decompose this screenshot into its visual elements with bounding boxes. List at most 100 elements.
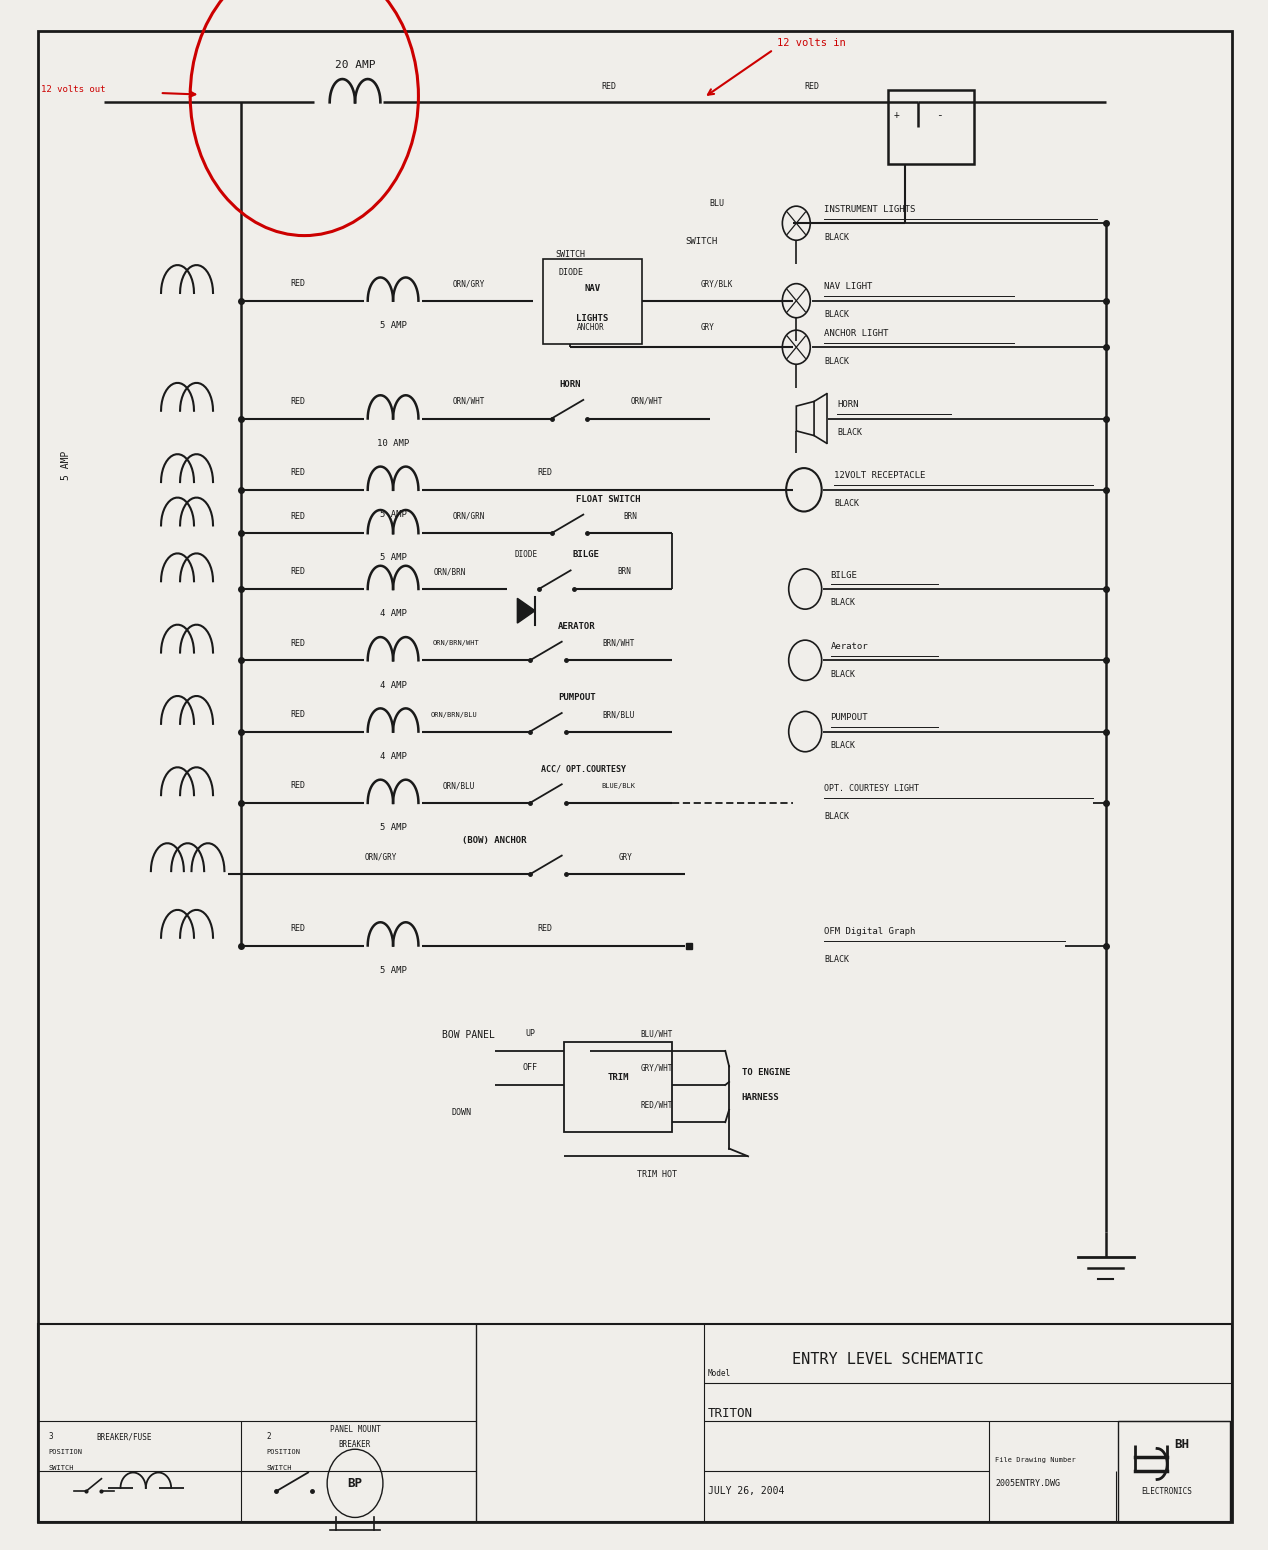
Text: RED/WHT: RED/WHT [640,1100,673,1110]
Text: BLACK: BLACK [837,428,862,437]
Text: ORN/GRY: ORN/GRY [364,853,397,862]
Text: Aerator: Aerator [831,642,869,651]
Text: BLACK: BLACK [824,310,850,319]
Text: ORN/GRY: ORN/GRY [453,279,486,288]
Text: BH: BH [1174,1438,1189,1451]
Text: BLACK: BLACK [824,812,850,822]
Bar [543,259,642,344]
Text: RED: RED [538,924,553,933]
Text: ELECTRONICS: ELECTRONICS [1141,1486,1192,1496]
Text: BRN: BRN [618,567,630,577]
Bar [38,1324,1232,1522]
Text: BILGE: BILGE [831,570,857,580]
Text: ACC/ OPT.COURTESY: ACC/ OPT.COURTESY [540,764,626,773]
Text: AERATOR: AERATOR [558,622,596,631]
Text: ORN/WHT: ORN/WHT [453,397,486,406]
Text: 5 AMP: 5 AMP [379,823,407,832]
Text: SWITCH: SWITCH [555,250,586,259]
Text: 10 AMP: 10 AMP [377,439,410,448]
Text: ENTRY LEVEL SCHEMATIC: ENTRY LEVEL SCHEMATIC [791,1352,984,1367]
Text: TRIM HOT: TRIM HOT [637,1170,677,1180]
Text: UP: UP [525,1029,535,1038]
Text: HORN: HORN [560,380,581,389]
Text: RED: RED [290,567,306,577]
Text: PUMPOUT: PUMPOUT [558,693,596,702]
Bar [1118,1421,1230,1522]
Text: 20 AMP: 20 AMP [335,60,375,70]
Text: BRN/WHT: BRN/WHT [602,639,635,648]
Text: HARNESS: HARNESS [742,1093,780,1102]
Text: BLU: BLU [709,198,724,208]
Text: BLUE/BLK: BLUE/BLK [602,783,635,789]
Text: File Drawing Number: File Drawing Number [995,1457,1077,1463]
Text: -: - [936,110,942,119]
Text: GRY/WHT: GRY/WHT [640,1063,673,1073]
Text: JULY 26, 2004: JULY 26, 2004 [708,1486,784,1496]
Text: TRIM: TRIM [607,1073,629,1082]
Text: RED: RED [290,512,306,521]
Text: 5 AMP: 5 AMP [379,966,407,975]
Text: BREAKER/FUSE: BREAKER/FUSE [96,1432,152,1442]
Text: Model: Model [708,1369,730,1378]
Text: BRN/BLU: BRN/BLU [602,710,635,719]
Text: OPT. COURTESY LIGHT: OPT. COURTESY LIGHT [824,784,919,794]
Text: 4 AMP: 4 AMP [379,680,407,690]
Text: OFF: OFF [522,1063,538,1073]
Text: (BOW) ANCHOR: (BOW) ANCHOR [463,835,526,845]
Text: POSITION: POSITION [48,1449,82,1455]
Text: 5 AMP: 5 AMP [379,553,407,563]
Text: BOW PANEL: BOW PANEL [441,1031,495,1040]
Text: 5 AMP: 5 AMP [61,451,71,479]
Text: SWITCH: SWITCH [266,1465,292,1471]
Text: POSITION: POSITION [266,1449,301,1455]
Text: RED: RED [290,468,306,477]
Text: RED: RED [290,781,306,790]
Text: RED: RED [290,279,306,288]
Text: BILGE: BILGE [572,550,600,560]
Text: RED: RED [290,924,306,933]
Text: 12 volts out: 12 volts out [41,85,105,95]
Text: RED: RED [601,82,616,91]
Text: RED: RED [290,710,306,719]
Text: RED: RED [538,468,553,477]
Text: OFM Digital Graph: OFM Digital Graph [824,927,915,936]
Text: BLACK: BLACK [824,232,850,242]
Text: BLACK: BLACK [824,955,850,964]
Text: 4 AMP: 4 AMP [379,752,407,761]
Text: INSTRUMENT LIGHTS: INSTRUMENT LIGHTS [824,205,915,214]
Text: BREAKER: BREAKER [339,1440,372,1449]
Text: BLACK: BLACK [834,499,860,508]
Text: 5 AMP: 5 AMP [379,510,407,519]
Text: ORN/BRN: ORN/BRN [434,567,467,577]
Text: TRITON: TRITON [708,1407,752,1420]
Text: BLACK: BLACK [831,741,856,750]
Text: 3: 3 [48,1432,53,1442]
Text: ORN/BRN/BLU: ORN/BRN/BLU [431,711,477,718]
Text: ANCHOR LIGHT: ANCHOR LIGHT [824,329,889,338]
Text: DOWN: DOWN [451,1108,472,1118]
Text: TO ENGINE: TO ENGINE [742,1068,790,1077]
Bar [888,90,974,164]
Text: NAV LIGHT: NAV LIGHT [824,282,872,291]
Text: 2005ENTRY.DWG: 2005ENTRY.DWG [995,1479,1060,1488]
Text: 12VOLT RECEPTACLE: 12VOLT RECEPTACLE [834,471,926,480]
Text: +: + [894,110,900,119]
Text: BLACK: BLACK [831,670,856,679]
Text: HORN: HORN [837,400,858,409]
Text: DIODE: DIODE [515,550,538,560]
Text: 5 AMP: 5 AMP [379,321,407,330]
Text: RED: RED [290,397,306,406]
Text: BRN: BRN [624,512,637,521]
Text: GRY: GRY [619,853,631,862]
Text: PANEL MOUNT: PANEL MOUNT [330,1424,380,1434]
Text: ORN/WHT: ORN/WHT [630,397,663,406]
Text: RED: RED [290,639,306,648]
Polygon shape [517,598,535,623]
Text: SWITCH: SWITCH [685,237,718,246]
Text: ORN/BLU: ORN/BLU [443,781,476,790]
Text: 4 AMP: 4 AMP [379,609,407,618]
Text: BLU/WHT: BLU/WHT [640,1029,673,1038]
Text: BLACK: BLACK [831,598,856,608]
Text: ORN/BRN/WHT: ORN/BRN/WHT [434,640,479,646]
Text: ORN/GRN: ORN/GRN [453,512,486,521]
